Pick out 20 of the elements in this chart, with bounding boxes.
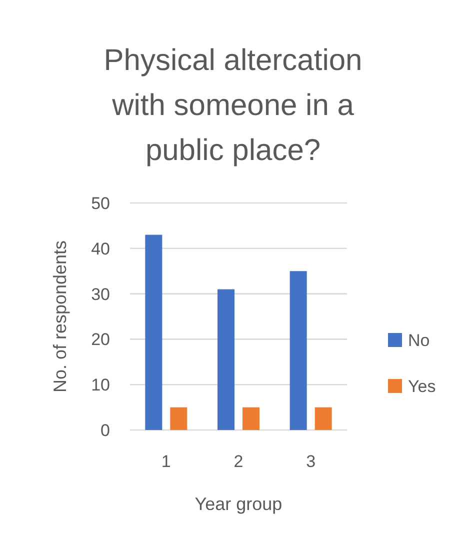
bar (170, 407, 188, 430)
legend-label: No (408, 331, 430, 350)
x-tick-label: 3 (306, 452, 316, 471)
bar (218, 289, 234, 430)
y-tick-label: 30 (91, 284, 110, 304)
y-tick-label: 0 (100, 421, 110, 440)
bar (145, 234, 162, 430)
chart-title: Physical altercation with someone in a public place? (104, 44, 362, 167)
x-tick-label: 2 (234, 452, 244, 471)
bar (242, 407, 260, 430)
y-tick-label: 20 (91, 330, 110, 350)
bar (314, 407, 332, 430)
legend-label: Yes (408, 377, 436, 396)
y-axis-title: No. of respondents (50, 240, 70, 393)
y-tick-label: 10 (91, 376, 110, 395)
y-tick-label: 50 (91, 194, 110, 213)
bar (290, 271, 307, 430)
y-tick-label: 40 (91, 239, 110, 258)
x-tick-label: 1 (161, 452, 171, 471)
x-axis-title: Year group (194, 494, 282, 514)
